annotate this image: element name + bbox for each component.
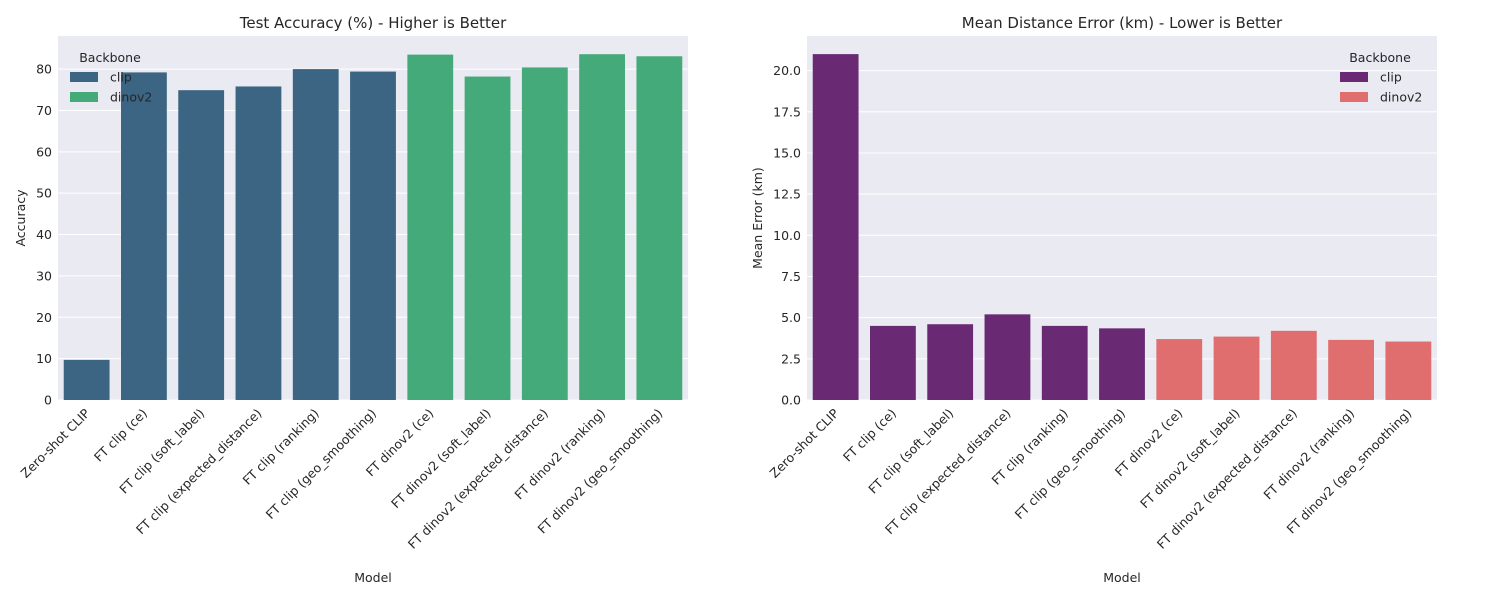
bar — [984, 314, 1031, 400]
x-tick-label: FT clip (ce) — [91, 406, 150, 465]
y-tick-label: 10.0 — [773, 228, 801, 243]
legend-title: Backbone — [1349, 50, 1411, 65]
y-tick-label: 20 — [36, 310, 52, 325]
y-tick-label: 50 — [36, 186, 52, 201]
x-tick-label: FT dinov2 (soft_label) — [1137, 406, 1243, 512]
bar — [1270, 330, 1317, 400]
legend-swatch — [70, 72, 98, 82]
chart-title: Test Accuracy (%) - Higher is Better — [239, 14, 507, 32]
bar — [812, 54, 859, 400]
y-axis-label: Accuracy — [13, 189, 28, 247]
bar — [292, 69, 339, 400]
y-axis-label: Mean Error (km) — [750, 167, 765, 269]
y-tick-label: 2.5 — [781, 351, 801, 366]
legend-label: clip — [1380, 70, 1402, 85]
bar — [1328, 339, 1374, 400]
bar — [1385, 341, 1432, 400]
bar — [350, 71, 396, 400]
y-tick-label: 12.5 — [773, 187, 801, 202]
bar — [1041, 325, 1088, 400]
chart-title: Mean Distance Error (km) - Lower is Bett… — [962, 14, 1283, 32]
x-tick-label: FT clip (ce) — [840, 406, 899, 465]
bar — [63, 359, 110, 400]
y-tick-label: 17.5 — [773, 104, 801, 119]
y-tick-label: 30 — [36, 268, 52, 283]
legend-label: dinov2 — [110, 90, 152, 105]
legend: Backbone clip dinov2 — [70, 50, 152, 105]
bar — [235, 86, 282, 401]
x-tick-label: FT dinov2 (geo_smoothing) — [534, 406, 665, 537]
bar — [1156, 339, 1203, 400]
bar — [407, 54, 454, 400]
y-tick-label: 80 — [36, 62, 52, 77]
legend-swatch — [1340, 92, 1368, 102]
legend-swatch — [1340, 72, 1368, 82]
chart-panel-2: 0.0 2.5 5.0 7.5 10.0 12.5 15.0 17.5 20.0 Zero-sho… — [750, 14, 1437, 585]
y-tick-label: 5.0 — [781, 310, 801, 325]
y-tick-label: 60 — [36, 144, 52, 159]
bar — [464, 76, 511, 400]
legend-label: dinov2 — [1380, 90, 1422, 105]
bar — [870, 325, 916, 400]
y-tick-label: 0.0 — [781, 393, 801, 408]
legend-label: clip — [110, 70, 132, 85]
bar — [521, 67, 568, 400]
y-tick-label: 15.0 — [773, 145, 801, 160]
legend: Backbone clip dinov2 — [1340, 50, 1422, 105]
bar — [927, 324, 974, 400]
x-tick-label: FT clip (geo_smoothing) — [1012, 406, 1128, 522]
bar — [636, 56, 683, 400]
x-tick-label: FT dinov2 (geo_smoothing) — [1283, 406, 1414, 537]
x-tick-label: Zero-shot CLIP — [18, 405, 94, 481]
y-tick-label: 70 — [36, 103, 52, 118]
bar — [1099, 328, 1145, 400]
x-axis-label: Model — [354, 570, 392, 585]
y-tick-label: 10 — [36, 351, 52, 366]
y-tick-label: 0 — [44, 393, 52, 408]
bar — [579, 54, 625, 400]
bar — [1213, 336, 1260, 400]
y-tick-label: 7.5 — [781, 269, 801, 284]
x-tick-label: Zero-shot CLIP — [767, 405, 843, 481]
x-tick-label: FT dinov2 (soft_label) — [388, 406, 494, 512]
x-tick-label: FT clip (geo_smoothing) — [263, 406, 379, 522]
bar — [178, 90, 225, 400]
y-tick-label: 20.0 — [773, 63, 801, 78]
bar — [121, 72, 167, 401]
legend-swatch — [70, 92, 98, 102]
y-tick-label: 40 — [36, 227, 52, 242]
x-axis-label: Model — [1103, 570, 1141, 585]
legend-title: Backbone — [79, 50, 141, 65]
